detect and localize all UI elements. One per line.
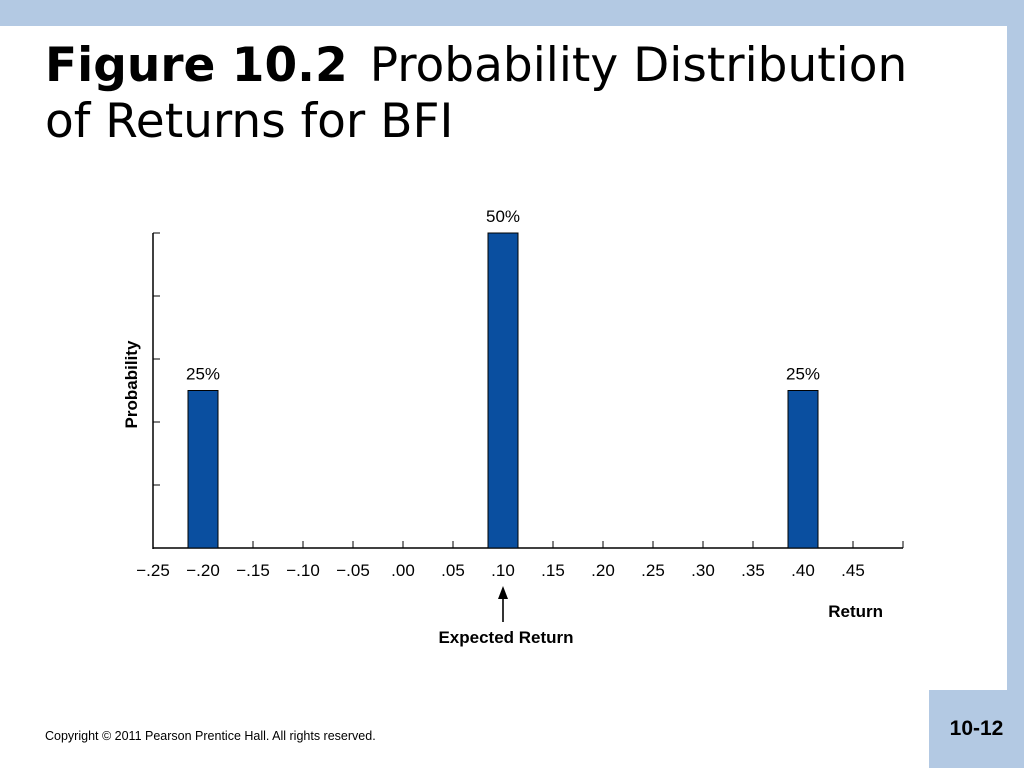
bar-value-label: 50%: [486, 207, 520, 226]
x-tick-label: .15: [541, 561, 565, 580]
x-tick-label: .10: [491, 561, 515, 580]
x-tick-label: −.10: [286, 561, 320, 580]
y-axis-label: Probability: [122, 340, 141, 428]
x-axis-label: Return: [828, 602, 883, 621]
bar-value-label: 25%: [786, 365, 820, 384]
x-tick-label: .40: [791, 561, 815, 580]
x-tick-label: .25: [641, 561, 665, 580]
x-tick-label: .35: [741, 561, 765, 580]
x-tick-label: .45: [841, 561, 865, 580]
bar: [487, 232, 519, 549]
figure-number: Figure 10.2: [45, 38, 348, 93]
page-number: 10-12: [929, 690, 1024, 768]
x-tick-label: .20: [591, 561, 615, 580]
x-tick-label: −.05: [336, 561, 370, 580]
figure-title: Probability Distribution of Returns for …: [45, 38, 908, 149]
x-tick-label: .00: [391, 561, 415, 580]
copyright-text: Copyright © 2011 Pearson Prentice Hall. …: [45, 729, 376, 743]
top-band: [0, 0, 1024, 26]
expected-return-arrow-head: [498, 586, 508, 599]
bar: [787, 390, 819, 549]
expected-return-label: Expected Return: [438, 628, 573, 647]
x-tick-label: −.25: [136, 561, 170, 580]
bar: [187, 390, 219, 549]
right-band: [1007, 0, 1024, 768]
x-tick-label: .05: [441, 561, 465, 580]
slide-title: Figure 10.2 Probability Distribution of R…: [45, 38, 945, 150]
x-tick-label: −.15: [236, 561, 270, 580]
x-tick-label: −.20: [186, 561, 220, 580]
x-tick-label: .30: [691, 561, 715, 580]
bar-value-label: 25%: [186, 365, 220, 384]
